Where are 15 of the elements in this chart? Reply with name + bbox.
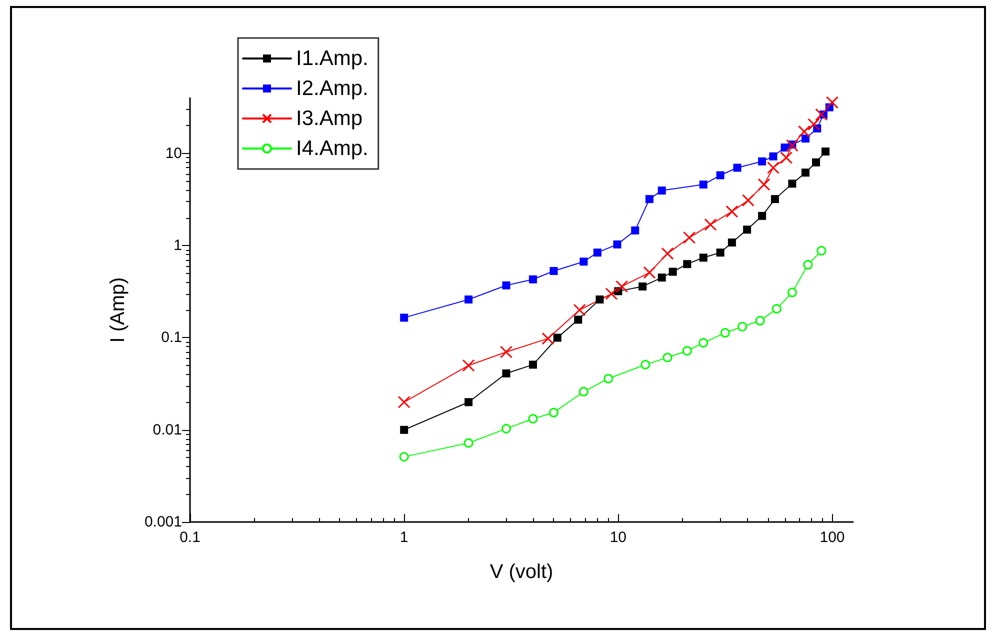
x-tick-label: 0.1 bbox=[180, 529, 200, 546]
y-tick-label: 0.1 bbox=[161, 329, 182, 346]
legend-label: I3.Amp bbox=[296, 107, 363, 130]
x-tick-label: 1 bbox=[400, 529, 408, 546]
y-tick-label: 1 bbox=[174, 237, 182, 254]
x-tick-label: 100 bbox=[820, 529, 845, 546]
x-tick-label: 10 bbox=[610, 529, 627, 546]
y-tick-label: 10 bbox=[165, 144, 182, 162]
legend-label: I1.Amp. bbox=[296, 47, 368, 70]
y-tick-label: 0.001 bbox=[144, 514, 182, 530]
x-axis-title: V (volt) bbox=[490, 561, 554, 583]
y-tick-label: 0.01 bbox=[152, 421, 182, 438]
y-axis-title: I (Amp) bbox=[107, 277, 129, 343]
legend-label: I2.Amp. bbox=[296, 77, 368, 100]
legend-label: I4.Amp. bbox=[296, 137, 368, 160]
